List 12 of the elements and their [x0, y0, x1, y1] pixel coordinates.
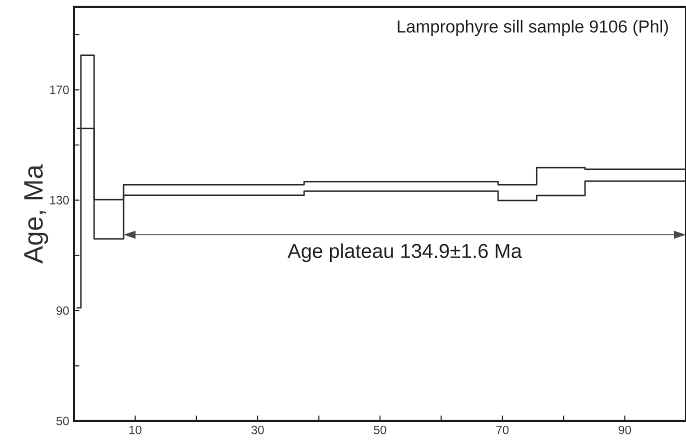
annotation: Age plateau 134.9±1.6 Ma	[288, 243, 522, 262]
x-tick-label: 70	[496, 426, 509, 434]
x-tick-label: 90	[618, 426, 632, 434]
y-axis-title: Age, Ma	[24, 164, 48, 264]
text: Lamprophyre sill sample 9106 (Phl)	[398, 20, 668, 36]
x-tick-label: 30	[251, 426, 264, 434]
y-tick-label: 90	[56, 306, 69, 315]
y-tick-label: 50	[56, 416, 69, 426]
y-tick-label: 130	[50, 196, 69, 204]
y-tick-label: 170	[50, 86, 69, 94]
x-tick-label: 10	[129, 426, 142, 434]
x-tick-label: 50	[374, 426, 386, 434]
